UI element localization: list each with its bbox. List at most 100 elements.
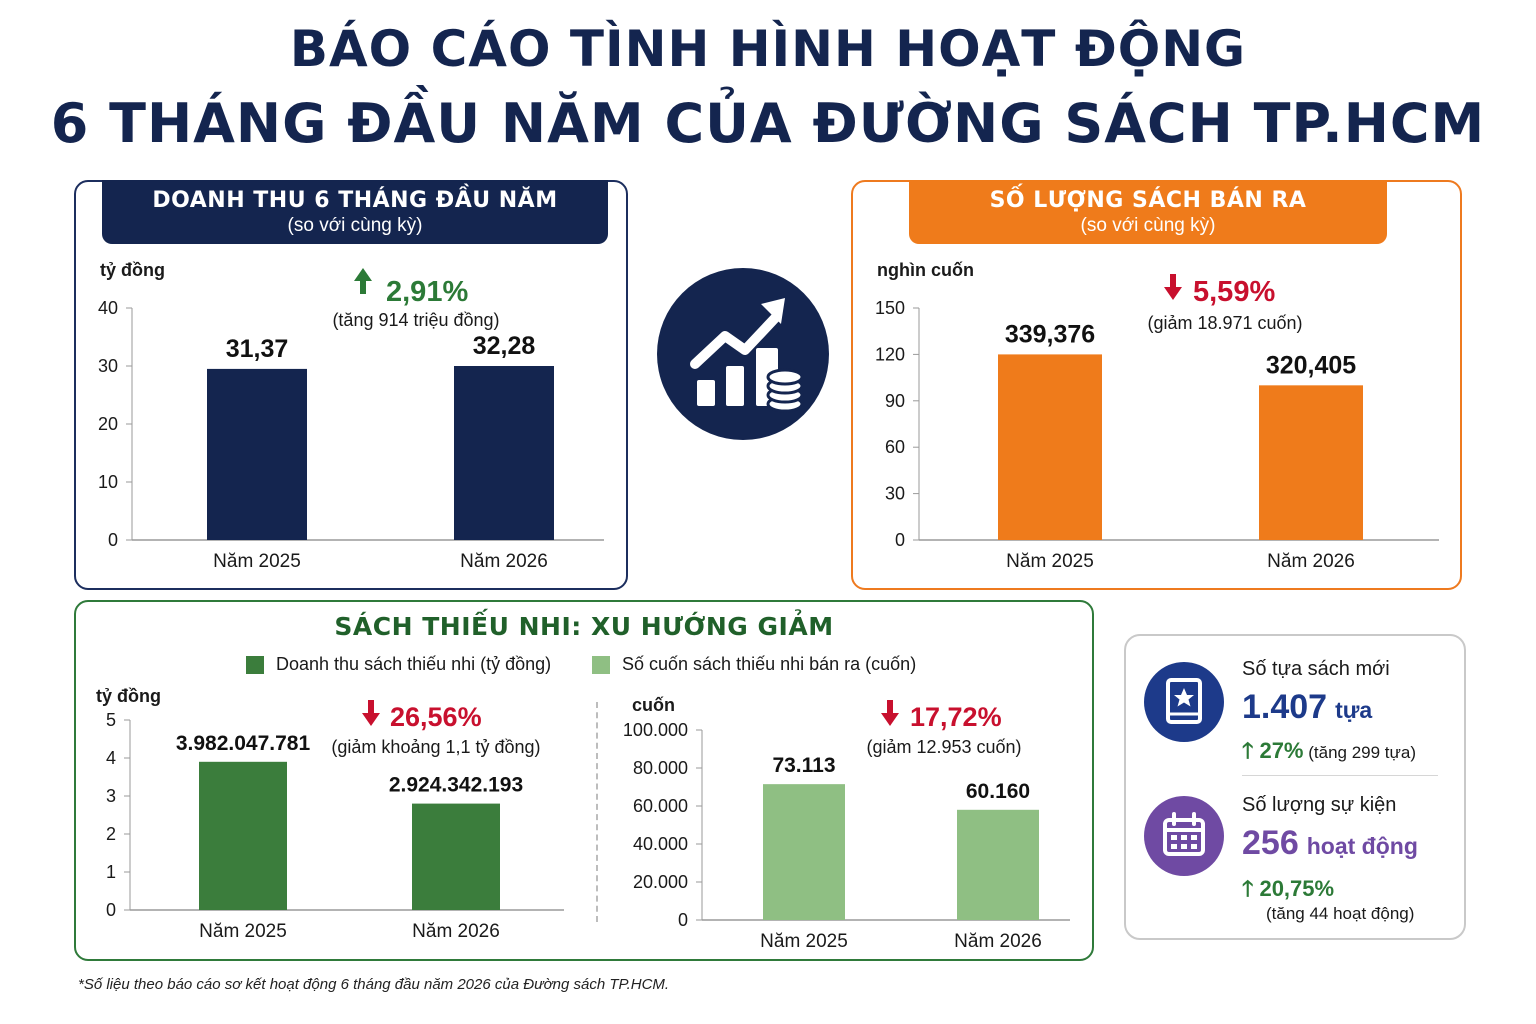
books-change-note: (giảm 18.971 cuốn)	[1147, 313, 1302, 333]
revenue-y-tick-label: 0	[108, 530, 118, 550]
revenue-banner: DOANH THU 6 THÁNG ĐẦU NĂM (so với cùng k…	[102, 180, 608, 244]
books-y-tick-label: 120	[875, 344, 905, 364]
kids-revenue-y-tick-label: 3	[106, 786, 116, 806]
new-titles-value: 1.407 tựa	[1242, 688, 1372, 727]
down-arrow-icon	[1164, 274, 1182, 300]
revenue-y-tick-label: 40	[98, 298, 118, 318]
books-y-tick-label: 30	[885, 484, 905, 504]
kids-copies-bar	[763, 784, 845, 920]
books-x-tick-label: Năm 2026	[1267, 551, 1355, 572]
revenue-banner-subtitle: (so với cùng kỳ)	[287, 215, 423, 236]
books-change-pct: 5,59%	[1193, 276, 1275, 308]
kids-revenue-y-tick-label: 2	[106, 824, 116, 844]
revenue-x-tick-label: Năm 2025	[213, 551, 301, 572]
kids-copies-change-callout: 17,72% (giảm 12.953 cuốn)	[866, 700, 1022, 757]
down-arrow-icon	[362, 700, 380, 726]
revenue-y-tick-label: 20	[98, 414, 118, 434]
kids-copies-y-tick-label: 100.000	[623, 720, 688, 740]
books-data-label: 320,405	[1266, 351, 1356, 379]
books-x-labels: Năm 2025 Năm 2026	[1006, 551, 1355, 572]
revenue-y-tick-label: 10	[98, 472, 118, 492]
events-label: Số lượng sự kiện	[1242, 794, 1397, 816]
legend-item-revenue: Doanh thu sách thiếu nhi (tỷ đồng)	[246, 654, 551, 675]
books-sold-banner-title: SỐ LƯỢNG SÁCH BÁN RA	[989, 188, 1307, 213]
legend-swatch-light-green	[592, 655, 610, 674]
kids-revenue-bar	[199, 761, 287, 910]
kids-copies-data-label: 73.113	[772, 754, 835, 777]
events-unit: hoạt động	[1306, 833, 1418, 859]
new-titles-number: 1.407	[1242, 688, 1328, 726]
legend-label-revenue: Doanh thu sách thiếu nhi (tỷ đồng)	[276, 654, 552, 674]
books-sold-banner-subtitle: (so với cùng kỳ)	[1080, 215, 1216, 236]
events-number: 256	[1242, 824, 1299, 862]
kids-copies-x-labels: Năm 2025 Năm 2026	[760, 931, 1042, 952]
events-change-note: (tăng 44 hoạt động)	[1266, 904, 1415, 923]
new-titles-change-note: (tăng 299 tựa)	[1308, 743, 1417, 762]
books-sold-panel: SỐ LƯỢNG SÁCH BÁN RA (so với cùng kỳ) ng…	[851, 180, 1462, 590]
kids-revenue-y-tick-label: 1	[106, 862, 116, 882]
kids-copies-bars: 73.113 60.160	[763, 754, 1039, 920]
stats-panel: Số tựa sách mới 1.407 tựa 🡑 27% (tăng 299 …	[1124, 634, 1466, 940]
kids-copies-y-axis-label: cuốn	[632, 695, 675, 715]
kids-copies-bar	[957, 809, 1039, 920]
kids-revenue-change-note: (giảm khoảng 1,1 tỷ đồng)	[331, 737, 540, 757]
kids-books-panel: SÁCH THIẾU NHI: XU HƯỚNG GIẢM Doanh thu …	[74, 600, 1094, 961]
up-arrow-icon: 🡑	[1242, 738, 1254, 763]
revenue-bars: 31,37 32,28	[207, 332, 554, 540]
kids-revenue-bar	[412, 803, 500, 910]
events-value: 256 hoạt động	[1242, 824, 1418, 863]
kids-revenue-y-tick-label: 5	[106, 710, 116, 730]
kids-revenue-x-tick-label: Năm 2026	[412, 921, 500, 942]
kids-charts: tỷ đồng 0 1 2 3 4 5 3.982.047.781 2.924.342.19…	[96, 686, 1070, 952]
legend-label-copies: Số cuốn sách thiếu nhi bán ra (cuốn)	[622, 654, 917, 674]
revenue-bar	[454, 366, 554, 540]
down-arrow-icon	[881, 700, 899, 726]
books-y-tick-label: 60	[885, 437, 905, 457]
books-bar	[1259, 385, 1363, 540]
up-arrow-icon	[354, 268, 372, 294]
new-titles-change-pct: 27%	[1259, 738, 1304, 763]
kids-copies-y-tick-label: 80.000	[633, 758, 688, 778]
kids-copies-y-tick-label: 0	[678, 910, 688, 930]
kids-revenue-x-tick-label: Năm 2025	[199, 921, 287, 942]
kids-copies-x-tick-label: Năm 2025	[760, 931, 848, 952]
kids-copies-x-tick-label: Năm 2026	[954, 931, 1042, 952]
revenue-change-pct: 2,91%	[386, 276, 468, 308]
new-titles-label: Số tựa sách mới	[1242, 658, 1390, 680]
books-bar	[998, 354, 1102, 540]
books-y-axis-label: nghìn cuốn	[877, 260, 974, 280]
revenue-x-labels: Năm 2025 Năm 2026	[213, 551, 548, 572]
books-change-callout: 5,59% (giảm 18.971 cuốn)	[1147, 274, 1303, 333]
up-arrow-icon: 🡑	[1242, 876, 1254, 901]
stats-separator	[1242, 775, 1438, 776]
revenue-data-label: 32,28	[473, 332, 536, 360]
kids-revenue-y-tick-label: 0	[106, 900, 116, 920]
kids-revenue-change-callout: 26,56% (giảm khoảng 1,1 tỷ đồng)	[331, 700, 541, 757]
books-sold-banner: SỐ LƯỢNG SÁCH BÁN RA (so với cùng kỳ)	[909, 180, 1387, 244]
books-data-label: 339,376	[1005, 320, 1095, 348]
new-titles-unit: tựa	[1335, 697, 1373, 723]
revenue-panel: DOANH THU 6 THÁNG ĐẦU NĂM (so với cùng k…	[74, 180, 628, 590]
legend-item-copies: Số cuốn sách thiếu nhi bán ra (cuốn)	[592, 654, 916, 675]
revenue-banner-title: DOANH THU 6 THÁNG ĐẦU NĂM	[152, 188, 558, 213]
book-icon	[1144, 662, 1224, 742]
kids-revenue-data-label: 3.982.047.781	[176, 732, 311, 755]
page-title-line2: 6 THÁNG ĐẦU NĂM CỦA ĐƯỜNG SÁCH TP.HCM	[50, 92, 1486, 155]
kids-copies-y-tick-label: 20.000	[633, 872, 688, 892]
books-bars: 339,376 320,405	[998, 320, 1363, 540]
kids-revenue-data-label: 2.924.342.193	[389, 774, 523, 797]
books-x-tick-label: Năm 2025	[1006, 551, 1094, 572]
kids-copies-y-ticks: 0 20.000 40.000 60.000 80.000 100.000	[623, 720, 1070, 930]
revenue-change-callout: 2,91% (tăng 914 triệu đồng)	[332, 268, 500, 330]
kids-copies-change-pct: 17,72%	[910, 702, 1002, 732]
growth-chart-icon	[657, 268, 829, 440]
kids-copies-change-note: (giảm 12.953 cuốn)	[866, 737, 1021, 757]
new-titles-change: 🡑 27% (tăng 299 tựa)	[1242, 734, 1416, 772]
books-y-tick-label: 90	[885, 391, 905, 411]
kids-revenue-y-axis-label: tỷ đồng	[96, 686, 161, 706]
kids-revenue-y-tick-label: 4	[106, 748, 116, 768]
events-change-pct: 20,75%	[1259, 876, 1335, 901]
footnote: *Số liệu theo báo cáo sơ kết hoạt động 6…	[78, 976, 670, 993]
